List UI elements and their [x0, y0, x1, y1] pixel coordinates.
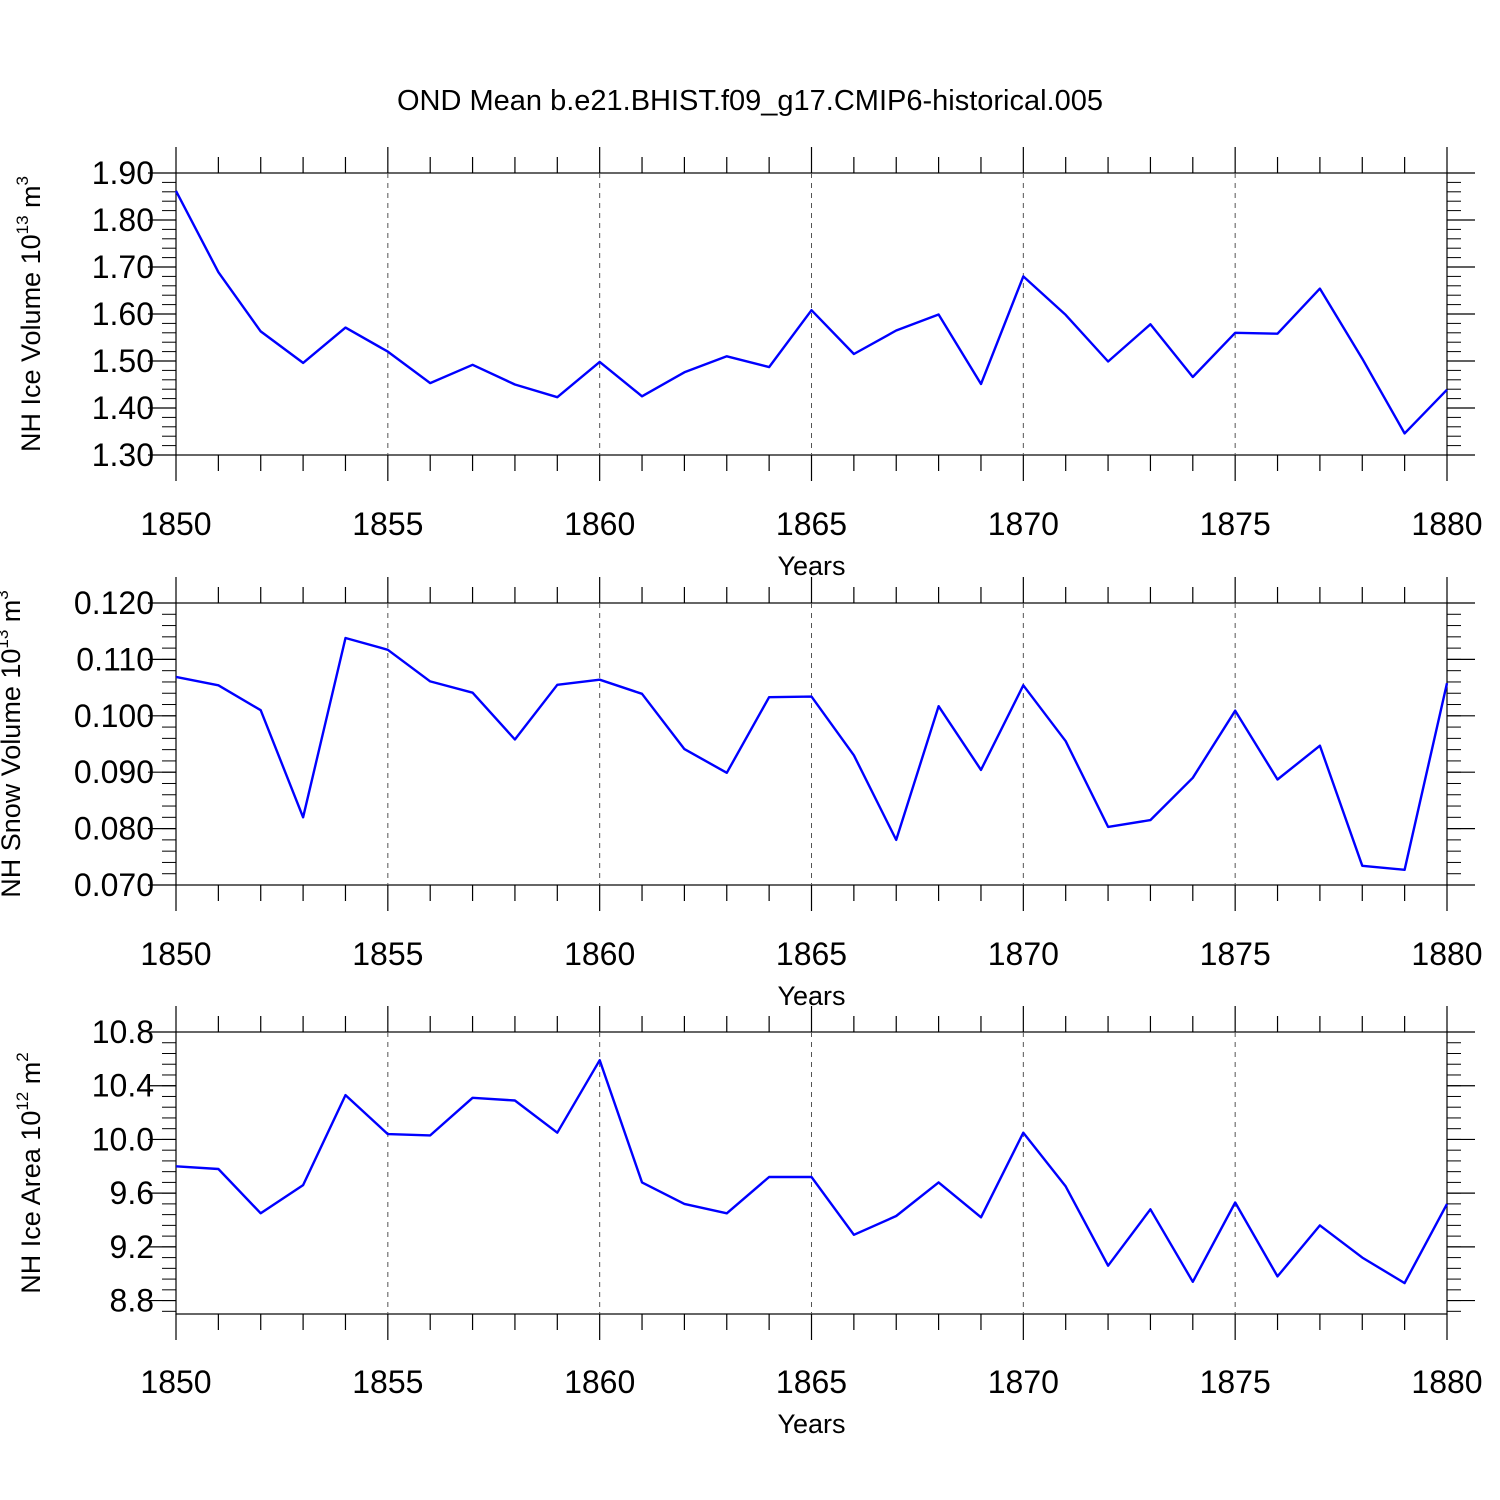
y-tick-label: 10.4: [92, 1068, 154, 1104]
x-tick-label: 1880: [1411, 936, 1482, 972]
x-tick-label: 1865: [776, 936, 847, 972]
x-tick-label: 1880: [1411, 506, 1482, 542]
x-tick-label: 1855: [352, 936, 423, 972]
panel-2: 1850 1855 1860 1865 1870 1875 1880Years0.0700.…: [0, 577, 1483, 1011]
y-tick-label: 1.70: [92, 249, 154, 285]
panel-1: 1850 1855 1860 1865 1870 1875 1880 Years 1.30 1.4…: [13, 147, 1483, 581]
y-tick-label: 0.120: [74, 585, 154, 621]
y-tick-label: 0.100: [74, 698, 154, 734]
y-tick-label: 10.8: [92, 1014, 154, 1050]
y-tick-label: 1.60: [92, 296, 154, 332]
x-tick-label: 1875: [1200, 1364, 1271, 1400]
panels: 1850 1855 1860 1865 1870 1875 1880 Years 1.30 1.4…: [0, 147, 1483, 1439]
x-tick-label: 1850: [140, 936, 211, 972]
x-tick-label: 1870: [988, 506, 1059, 542]
y-axis-label: NH Ice Area 1012 m2: [13, 1052, 46, 1293]
y-tick-label: 8.8: [110, 1283, 154, 1319]
y-axis-label: NH Snow Volume 1013 m3: [0, 590, 26, 898]
x-axis-label: Years: [777, 1409, 845, 1439]
y-axis-label: NH Ice Volume 1013 m3: [13, 176, 46, 452]
x-tick-label: 1870: [988, 936, 1059, 972]
x-axis-label: Years: [777, 551, 845, 581]
y-tick-label: 1.40: [92, 390, 154, 426]
x-tick-label: 1855: [352, 506, 423, 542]
y-tick-label: 9.6: [110, 1175, 154, 1211]
panel-3: 1850 1855 1860 1865 1870 1875 1880 Years 8.8 9.2 9…: [13, 1006, 1483, 1439]
x-tick-label: 1860: [564, 936, 635, 972]
series-line: [174, 190, 1448, 435]
x-tick-label: 1875: [1200, 936, 1271, 972]
y-tick-label: 0.080: [74, 811, 154, 847]
y-tick-label: 9.2: [110, 1229, 154, 1265]
x-tick-label: 1860: [564, 1364, 635, 1400]
x-tick-label: 1860: [564, 506, 635, 542]
chart-title: OND Mean b.e21.BHIST.f09_g17.CMIP6-histo…: [397, 85, 1103, 117]
y-tick-label: 1.80: [92, 202, 154, 238]
y-tick-label: 1.90: [92, 155, 154, 191]
y-tick-label: 0.070: [74, 867, 154, 903]
y-tick-label: 1.30: [92, 437, 154, 473]
series-line: [175, 1058, 1449, 1285]
y-tick-label: 10.0: [92, 1121, 154, 1157]
x-tick-label: 1850: [140, 1364, 211, 1400]
x-tick-label: 1855: [352, 1364, 423, 1400]
x-tick-label: 1865: [776, 506, 847, 542]
y-tick-label: 0.110: [76, 641, 154, 677]
y-tick-label: 0.090: [74, 754, 154, 790]
x-tick-label: 1850: [140, 506, 211, 542]
x-tick-label: 1880: [1411, 1364, 1482, 1400]
x-tick-label: 1875: [1200, 506, 1271, 542]
y-tick-label: 1.50: [92, 343, 154, 379]
x-tick-label: 1870: [988, 1364, 1059, 1400]
series-line: [175, 636, 1449, 871]
x-tick-label: 1865: [776, 1364, 847, 1400]
